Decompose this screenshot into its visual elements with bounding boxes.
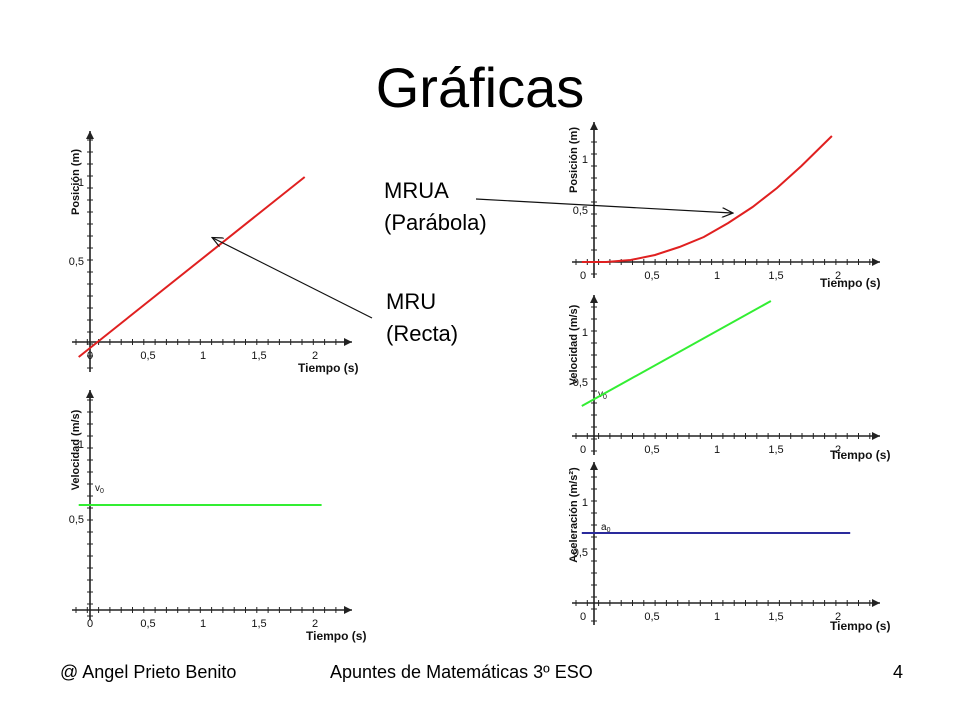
chart-5-y-tick-label: 1 <box>582 497 588 509</box>
chart-5-x-tick-label: 1 <box>714 611 720 623</box>
mrua-arrow <box>475 198 732 213</box>
chart-3-y-arrow <box>590 122 598 130</box>
chart-1-y-tick-label: 1 <box>78 177 84 189</box>
chart-1-y-arrow <box>86 131 94 139</box>
chart-4-x-tick-label: 1,5 <box>768 444 783 456</box>
chart-5-x-axis-label: Tiempo (s) <box>830 619 890 633</box>
chart-5-x-tick-label: 0 <box>580 611 586 623</box>
chart-1-x-tick-label: 1 <box>200 350 206 362</box>
chart-2-x-tick-label: 0,5 <box>140 618 155 630</box>
chart-1-y-tick-label: 0,5 <box>69 256 84 268</box>
chart-5-y-tick-label: 0,5 <box>573 547 588 559</box>
chart-4-x-arrow <box>872 432 880 440</box>
footer-author: @ Angel Prieto Benito <box>60 662 237 682</box>
chart-2-x-tick-label: 1,5 <box>251 618 266 630</box>
chart-1-x-tick-label: 0,5 <box>140 350 155 362</box>
footer-page-number: 4 <box>893 662 904 682</box>
chart-1-x-tick-label: 2 <box>312 350 318 362</box>
chart-3-x-tick-label: 0,5 <box>644 270 659 282</box>
chart-3-x-tick-label: 0 <box>580 270 586 282</box>
chart-3-y-tick-label: 1 <box>582 154 588 166</box>
chart-1-x-axis-label: Tiempo (s) <box>298 361 358 375</box>
chart-2-y-axis-label: Velocidad (m/s) <box>70 409 82 490</box>
chart-3-x-arrow <box>872 258 880 266</box>
chart-1-x-tick-label: 1,5 <box>251 350 266 362</box>
chart-5-x-tick-label: 2 <box>835 611 841 623</box>
chart-1-y-axis-label: Posición (m) <box>70 149 82 215</box>
chart-2-point-label: v0 <box>95 483 104 495</box>
chart-5-y-arrow <box>590 462 598 470</box>
chart-2-y-tick-label: 0,5 <box>69 514 84 526</box>
page-title: Gráficas <box>375 56 585 119</box>
chart-2-y-arrow <box>86 390 94 398</box>
chart-3-x-tick-label: 2 <box>835 270 841 282</box>
chart-2-x-axis-label: Tiempo (s) <box>306 629 366 643</box>
chart-3-x-axis-label: Tiempo (s) <box>820 276 880 290</box>
chart-3-y-axis-label: Posición (m) <box>568 127 580 193</box>
chart-5-x-arrow <box>872 599 880 607</box>
chart-4-x-tick-label: 0,5 <box>644 444 659 456</box>
chart-5-x-tick-label: 1,5 <box>768 611 783 623</box>
chart-3-y-tick-label: 0,5 <box>573 205 588 217</box>
footer-course: Apuntes de Matemáticas 3º ESO <box>330 662 593 682</box>
chart-2-x-tick-label: 0 <box>87 618 93 630</box>
chart-4-y-axis-label: Velocidad (m/s) <box>568 304 580 385</box>
chart-2-y-tick-label: 1 <box>78 439 84 451</box>
mrua-sublabel: (Parábola) <box>384 210 487 235</box>
mru-arrow <box>213 238 373 319</box>
chart-4-series-line <box>581 300 772 407</box>
mru-sublabel: (Recta) <box>386 321 459 346</box>
chart-1-x-arrow <box>344 338 352 346</box>
chart-4-x-axis-label: Tiempo (s) <box>830 448 890 462</box>
chart-4-y-tick-label: 1 <box>582 327 588 339</box>
chart-3-series-line <box>581 135 833 263</box>
chart-4-y-arrow <box>590 295 598 303</box>
chart-1-series-line <box>78 176 306 358</box>
mrua-annotation: MRUA (Parábola) <box>384 175 487 239</box>
chart-4-y-tick-label: 0,5 <box>573 377 588 389</box>
chart-4-x-tick-label: 0 <box>580 444 586 456</box>
chart-2-x-tick-label: 2 <box>312 618 318 630</box>
chart-5-y-axis-label: Aceleración (m/s²) <box>568 467 580 563</box>
chart-3-x-tick-label: 1 <box>714 270 720 282</box>
chart-2-x-tick-label: 1 <box>200 618 206 630</box>
chart-4-x-tick-label: 1 <box>714 444 720 456</box>
mru-label: MRU <box>386 289 437 314</box>
chart-2-x-arrow <box>344 606 352 614</box>
chart-5-x-tick-label: 0,5 <box>644 611 659 623</box>
mru-annotation: MRU (Recta) <box>386 286 458 350</box>
chart-3-x-tick-label: 1,5 <box>768 270 783 282</box>
chart-5-point-label: a0 <box>601 522 611 534</box>
chart-4-x-tick-label: 2 <box>835 444 841 456</box>
mrua-label: MRUA <box>384 178 449 203</box>
chart-1-x-tick-label: 0 <box>87 350 93 362</box>
